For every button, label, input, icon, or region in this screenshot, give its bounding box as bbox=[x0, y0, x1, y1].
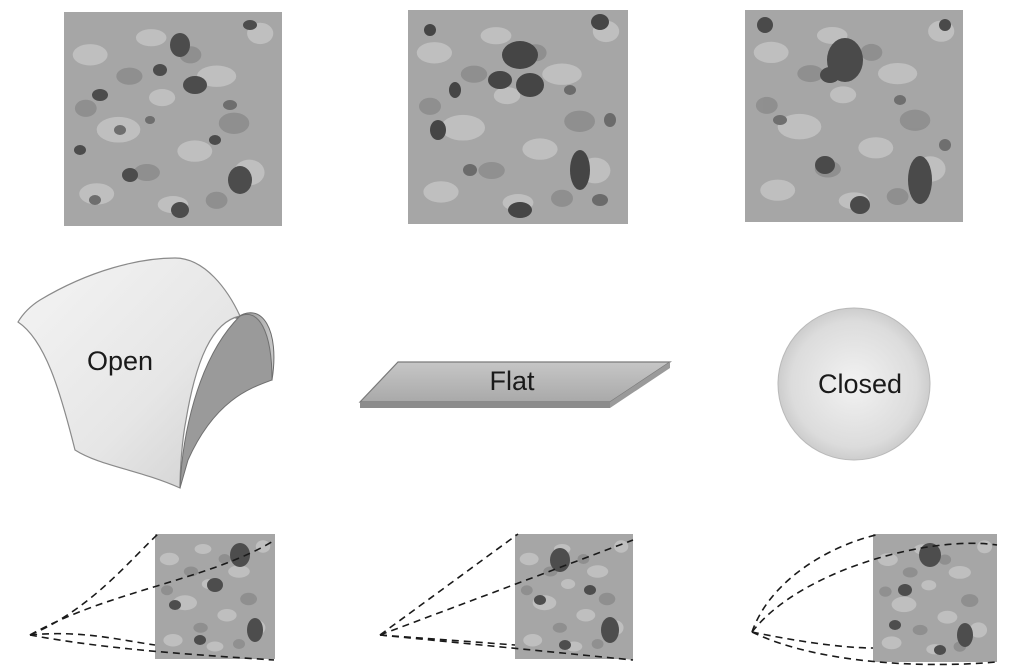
closed-sphere-surface: Closed bbox=[777, 307, 931, 461]
projection-flat bbox=[379, 533, 634, 661]
open-saddle-surface: Open bbox=[17, 257, 275, 489]
map-flat bbox=[408, 10, 628, 224]
flat-label: Flat bbox=[489, 366, 535, 396]
map-closed bbox=[745, 10, 963, 222]
open-label: Open bbox=[87, 346, 153, 376]
projection-open bbox=[29, 533, 276, 661]
map-open bbox=[64, 12, 282, 226]
closed-label: Closed bbox=[818, 369, 902, 399]
flat-plane-surface: Flat bbox=[358, 361, 672, 408]
projection-closed bbox=[751, 533, 998, 666]
